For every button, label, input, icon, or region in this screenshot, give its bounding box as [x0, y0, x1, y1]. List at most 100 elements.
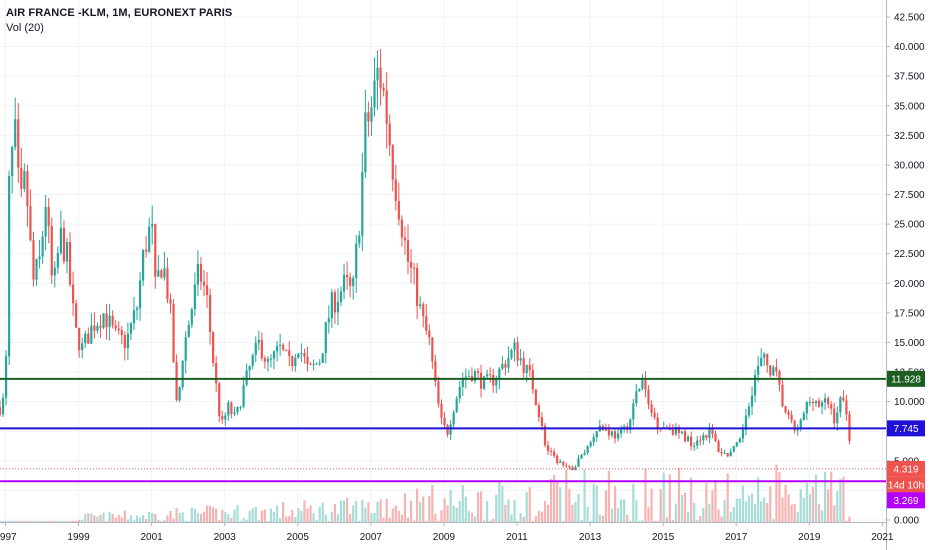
volume-bar [784, 484, 787, 522]
candle-body [160, 270, 163, 278]
volume-bar [282, 502, 285, 522]
candle-body [339, 291, 343, 302]
candle-body [772, 367, 775, 376]
label-blue-bg [887, 420, 925, 437]
volume-bar [129, 515, 133, 522]
candle-body [690, 436, 693, 447]
volume-bar [510, 514, 513, 522]
candle-body [257, 339, 260, 343]
candle-body [781, 384, 784, 407]
volume-bar [601, 515, 604, 522]
candle-body [385, 90, 388, 124]
volume-bar [202, 511, 206, 522]
volume-bar [470, 512, 474, 522]
volume-bar [787, 494, 790, 522]
volume-bar [388, 517, 391, 522]
candle-body [23, 171, 26, 189]
volume-bar [294, 517, 297, 522]
volume-bar [589, 521, 592, 522]
volume-bar [309, 505, 312, 522]
candle-body [108, 315, 111, 328]
candle-body [799, 419, 802, 428]
candle-body [443, 417, 446, 426]
candle-body [300, 352, 303, 354]
candle-body [498, 368, 501, 380]
candle-body [245, 370, 248, 385]
volume-bar [476, 492, 480, 522]
candle-body [32, 240, 35, 280]
volume-bar [705, 483, 708, 522]
volume-bar [626, 514, 629, 522]
volume-bar [693, 502, 696, 522]
candle-body [711, 428, 714, 434]
volume-bar [224, 512, 227, 522]
candle-body [726, 453, 729, 457]
volume-bar [175, 508, 178, 522]
volume-bar [297, 508, 300, 522]
candle-body [516, 342, 519, 361]
y-tick-label: 20.000 [894, 279, 925, 290]
volume-bar [683, 492, 687, 522]
candle-body [824, 398, 827, 403]
candle-body [811, 402, 815, 404]
volume-bar [370, 513, 373, 522]
candle-body [324, 322, 327, 354]
volume-bar [489, 521, 492, 522]
candle-body [224, 415, 227, 420]
volume-bar [288, 516, 291, 522]
x-tick-label: 2013 [579, 532, 602, 543]
volume-bar [416, 488, 419, 522]
volume-bar [498, 481, 501, 522]
volume-bar [376, 501, 379, 522]
candle-body [455, 398, 458, 413]
volume-bar [385, 498, 388, 522]
candle-body [486, 374, 489, 377]
candle-body [154, 223, 157, 277]
volume-bar [507, 499, 510, 522]
volume-bar [836, 491, 839, 522]
volume-bar [464, 496, 467, 522]
candle-body [199, 263, 203, 282]
volume-bar [327, 521, 330, 522]
volume-bar [763, 497, 766, 522]
y-tick-label: 32.500 [894, 131, 925, 142]
volume-bar [662, 472, 665, 522]
volume-bar [96, 516, 99, 522]
y-tick-label: 17.500 [894, 308, 925, 319]
candle-body [111, 315, 114, 326]
volume-bar [8, 521, 11, 522]
candle-body [753, 374, 757, 396]
volume-bar [138, 517, 142, 522]
candle-body [175, 362, 178, 401]
volume-bar [422, 496, 425, 522]
volume-bar [342, 500, 346, 522]
candle-body [501, 363, 504, 369]
volume-bar [391, 508, 394, 522]
candle-body [559, 461, 562, 464]
candle-body [53, 267, 56, 276]
volume-bar [412, 520, 416, 522]
candle-body [784, 406, 787, 413]
volume-bar [178, 513, 181, 522]
candle-body [126, 333, 129, 349]
candle-body [483, 376, 486, 389]
candle-body [11, 147, 14, 177]
volume-bar [11, 521, 14, 522]
volume-bar [613, 486, 617, 522]
volume-bar [556, 480, 559, 522]
volume-bar [629, 521, 632, 522]
candle-body [8, 176, 11, 357]
volume-bar [330, 511, 333, 522]
volume-bar [108, 511, 111, 522]
volume-bar [56, 521, 59, 522]
x-tick-label: 2005 [287, 532, 310, 543]
volume-bar [680, 495, 684, 522]
volume-bar [546, 504, 550, 522]
candle-body [178, 387, 181, 401]
y-tick-label: 25.000 [894, 220, 925, 231]
volume-bar [126, 519, 129, 522]
label-last-price-text: 4.319 [893, 464, 918, 475]
volume-bar [440, 510, 443, 522]
candle-body [382, 87, 385, 91]
